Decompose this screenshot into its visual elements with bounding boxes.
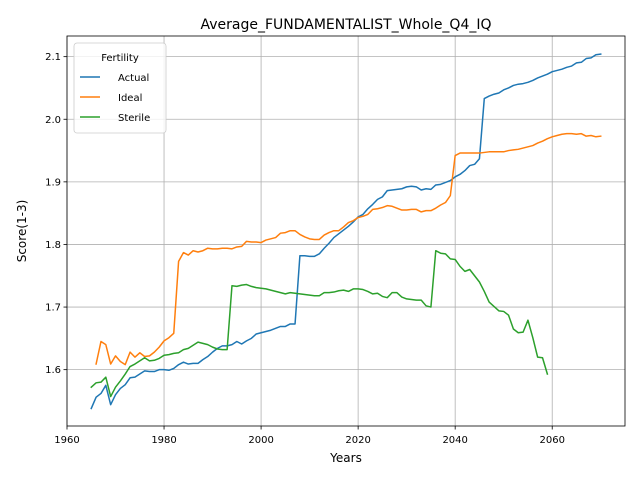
y-tick-label: 1.6: [45, 365, 61, 376]
x-tick-label: 1960: [54, 435, 79, 446]
y-tick-label: 2.0: [45, 115, 61, 126]
y-tick-label: 1.8: [45, 240, 61, 251]
chart-title: Average_FUNDAMENTALIST_Whole_Q4_IQ: [200, 17, 491, 33]
legend-box: [73, 42, 167, 134]
legend-label-sterile: Sterile: [118, 113, 150, 124]
legend-label-ideal: Ideal: [118, 93, 142, 104]
series-line-actual: [90, 53, 602, 410]
y-tick-label: 2.1: [45, 52, 61, 63]
x-tick-label: 2040: [442, 435, 467, 446]
y-tick-label: 1.9: [45, 177, 61, 188]
x-axis-label: Years: [329, 451, 362, 465]
legend-title: Fertility: [101, 53, 139, 64]
y-tick-label: 1.7: [45, 303, 61, 314]
series-line-sterile: [90, 249, 549, 398]
x-tick-label: 1980: [151, 435, 176, 446]
legend-label-actual: Actual: [118, 73, 149, 84]
legend: Fertility Actual Ideal Sterile: [73, 42, 167, 134]
y-axis-label: Score(1-3): [15, 200, 29, 263]
series-line-ideal: [95, 132, 602, 366]
axes-frame: [66, 35, 626, 427]
x-tick-label: 2020: [345, 435, 370, 446]
x-tick-label: 2000: [248, 435, 273, 446]
x-tick-label: 2060: [539, 435, 564, 446]
